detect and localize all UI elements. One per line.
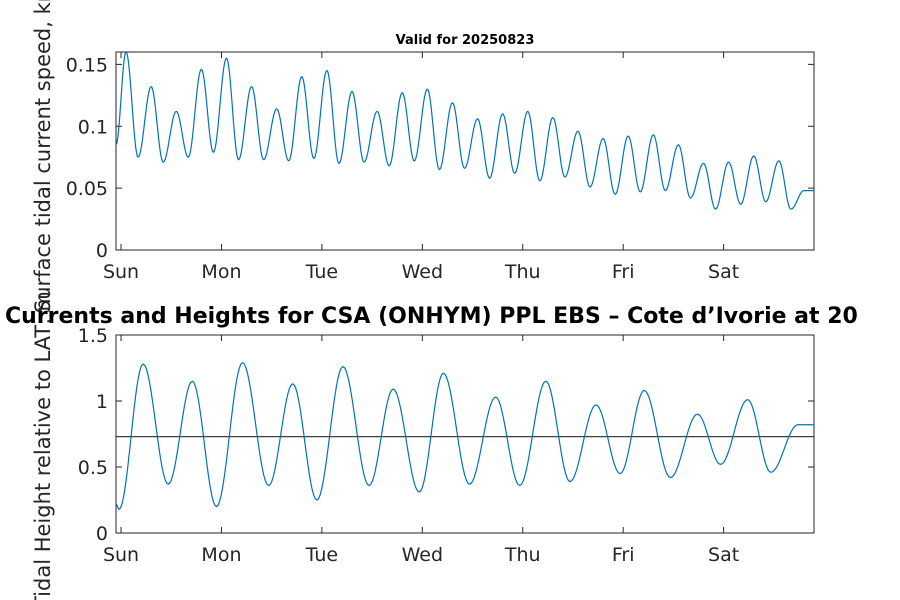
current-y-tick-label: 0.1: [78, 116, 108, 138]
current-x-tick-label: Wed: [402, 261, 443, 283]
height-x-tick-label: Fri: [612, 544, 635, 566]
current-y-axis-label: Surface tidal current speed, kn: [31, 0, 55, 313]
chart-subtitle: Valid for 20250823: [396, 33, 535, 48]
height-y-ticks: 0 0.5 1 1.5: [78, 325, 814, 545]
current-x-tick-label: Thu: [504, 261, 541, 283]
chart-title: Currents and Heights for CSA (ONHYM) PPL…: [5, 304, 858, 329]
current-x-tick-label: Tue: [305, 261, 338, 283]
height-y-axis-label: Tidal Height relative to LAT, m: [31, 291, 55, 600]
tidal-height-chart: 0 0.5 1 1.5 Sun Mon Tue Wed Thu Fri Sat Tidal Hei…: [31, 291, 815, 600]
current-y-tick-label: 0.05: [66, 178, 108, 200]
current-y-tick-label: 0.15: [66, 54, 108, 76]
current-plot-area: [115, 51, 815, 251]
height-plot-area: [115, 334, 815, 534]
height-x-tick-label: Sat: [708, 544, 739, 566]
height-y-tick-label: 0: [96, 523, 108, 545]
current-y-tick-label: 0: [96, 240, 108, 262]
current-x-tick-label: Fri: [612, 261, 635, 283]
height-y-tick-label: 1: [96, 391, 108, 413]
current-speed-chart: 0 0.05 0.1 0.15 Sun Mon Tue Wed Thu Fri Sat Surfa…: [31, 0, 815, 313]
height-x-tick-label: Mon: [201, 544, 241, 566]
height-x-ticks: Sun Mon Tue Wed Thu Fri Sat: [103, 335, 739, 566]
current-y-ticks: 0 0.05 0.1 0.15: [66, 54, 814, 262]
height-x-tick-label: Wed: [402, 544, 443, 566]
height-x-tick-label: Sun: [103, 544, 139, 566]
current-x-tick-label: Mon: [201, 261, 241, 283]
height-y-tick-label: 0.5: [78, 457, 108, 479]
tidal-height-line: [115, 361, 814, 510]
height-x-tick-label: Tue: [305, 544, 338, 566]
height-y-tick-label: 1.5: [78, 325, 108, 347]
current-x-tick-label: Sat: [708, 261, 739, 283]
height-x-tick-label: Thu: [504, 544, 541, 566]
current-speed-line: [115, 50, 814, 210]
current-x-tick-label: Sun: [103, 261, 139, 283]
current-x-ticks: Sun Mon Tue Wed Thu Fri Sat: [103, 52, 739, 283]
